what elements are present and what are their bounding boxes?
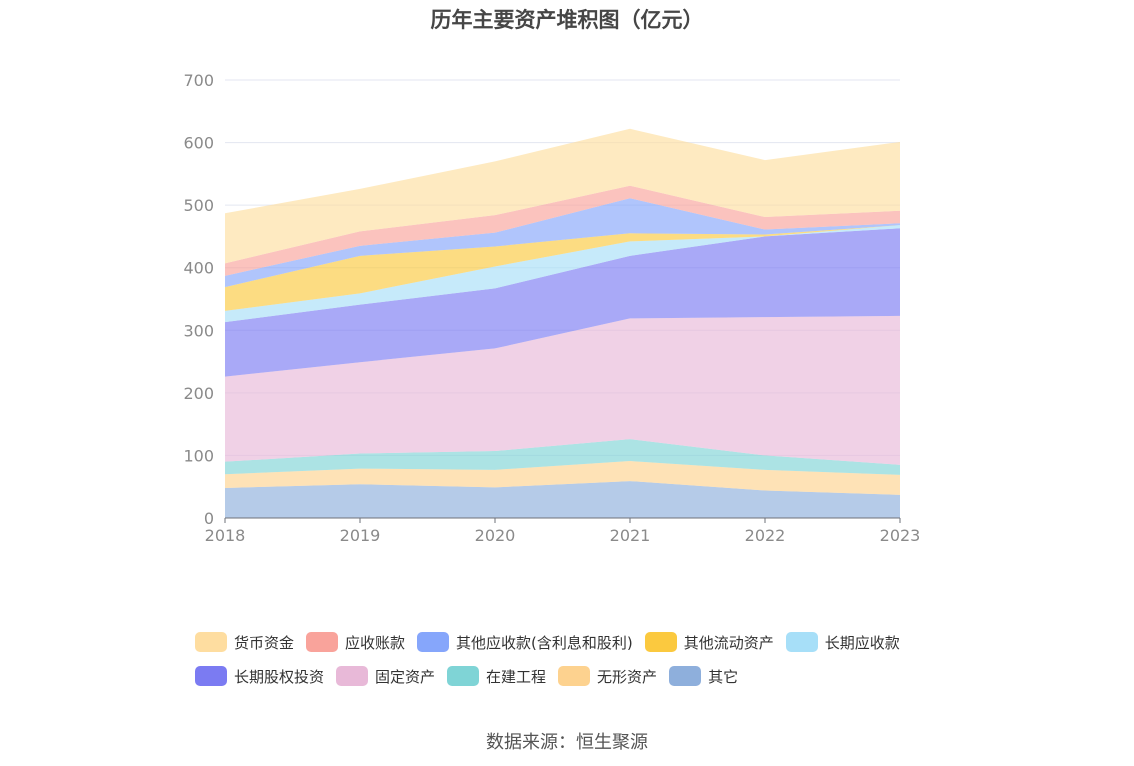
legend-label: 在建工程 (486, 667, 547, 686)
chart-title: 历年主要资产堆积图（亿元） (430, 8, 704, 32)
legend-swatch (195, 666, 227, 686)
x-tick-label: 2021 (610, 526, 651, 545)
y-tick-label: 100 (183, 446, 214, 465)
axes: 0 100 200 300 400 500 600 700 2018 2019 2020 2021 20… (183, 71, 920, 545)
y-tick-label: 600 (183, 134, 214, 153)
legend-item[interactable]: 无形资产 (558, 664, 657, 688)
area-series (225, 128, 900, 518)
data-source: 数据来源：恒生聚源 (486, 732, 648, 753)
area-series-8[interactable] (225, 185, 900, 276)
y-tick-label: 200 (183, 384, 214, 403)
legend-swatch (417, 632, 450, 652)
legend-swatch (785, 632, 818, 652)
legend-item[interactable]: 固定资产 (336, 664, 435, 688)
area-series-5[interactable] (225, 225, 900, 323)
legend-label: 货币资金 (234, 633, 295, 652)
legend-label: 无形资产 (597, 667, 658, 686)
legend-label: 其他流动资产 (683, 633, 774, 652)
area-series-3[interactable] (225, 315, 900, 465)
legend-swatch (644, 632, 677, 652)
y-tick-label: 300 (183, 321, 214, 340)
x-tick-label: 2023 (880, 526, 921, 545)
legend-label: 其它 (708, 667, 739, 686)
y-tick-label: 500 (183, 196, 214, 215)
x-tick-label: 2018 (205, 526, 246, 545)
area-series-4[interactable] (225, 228, 900, 377)
y-tick-label: 700 (183, 71, 214, 90)
x-tick-label: 2020 (475, 526, 516, 545)
legend-swatch (558, 666, 591, 686)
y-tick-label: 400 (183, 259, 214, 278)
legend-swatch (447, 666, 480, 686)
area-series-9[interactable] (225, 128, 900, 264)
legend-item[interactable]: 其他应收款(含利息和股利) (417, 630, 633, 654)
legend-label: 应收账款 (345, 633, 406, 652)
legend-swatch (336, 666, 369, 686)
legend-item[interactable]: 长期股权投资 (195, 664, 324, 688)
legend-label: 其他应收款(含利息和股利) (456, 633, 633, 652)
y-tick-label: 0 (204, 509, 214, 528)
area-series-1[interactable] (225, 461, 900, 495)
area-series-2[interactable] (225, 439, 900, 475)
legend-item[interactable]: 在建工程 (447, 664, 546, 688)
legend-label: 固定资产 (375, 667, 436, 686)
legend-item[interactable]: 其他流动资产 (644, 630, 774, 654)
legend-item[interactable]: 应收账款 (306, 630, 405, 654)
x-tick-label: 2022 (745, 526, 786, 545)
legend-item[interactable]: 其它 (669, 664, 738, 688)
legend: 货币资金 应收账款 其他应收款(含利息和股利) 其他流动资产 长期应收款长期股权投资 固定… (195, 630, 975, 688)
legend-swatch (195, 632, 227, 652)
area-series-6[interactable] (225, 225, 900, 311)
legend-swatch (669, 666, 702, 686)
stacked-area-chart: 0 100 200 300 400 500 600 700 2018 2019 2020 2021 20… (183, 71, 920, 545)
legend-item[interactable]: 长期应收款 (785, 630, 900, 654)
legend-swatch (306, 632, 339, 652)
legend-label: 长期应收款 (824, 633, 900, 652)
area-series-7[interactable] (225, 198, 900, 288)
legend-item[interactable]: 货币资金 (195, 630, 294, 654)
x-tick-label: 2019 (340, 526, 381, 545)
legend-label: 长期股权投资 (234, 667, 325, 686)
area-series-0[interactable] (225, 481, 900, 518)
